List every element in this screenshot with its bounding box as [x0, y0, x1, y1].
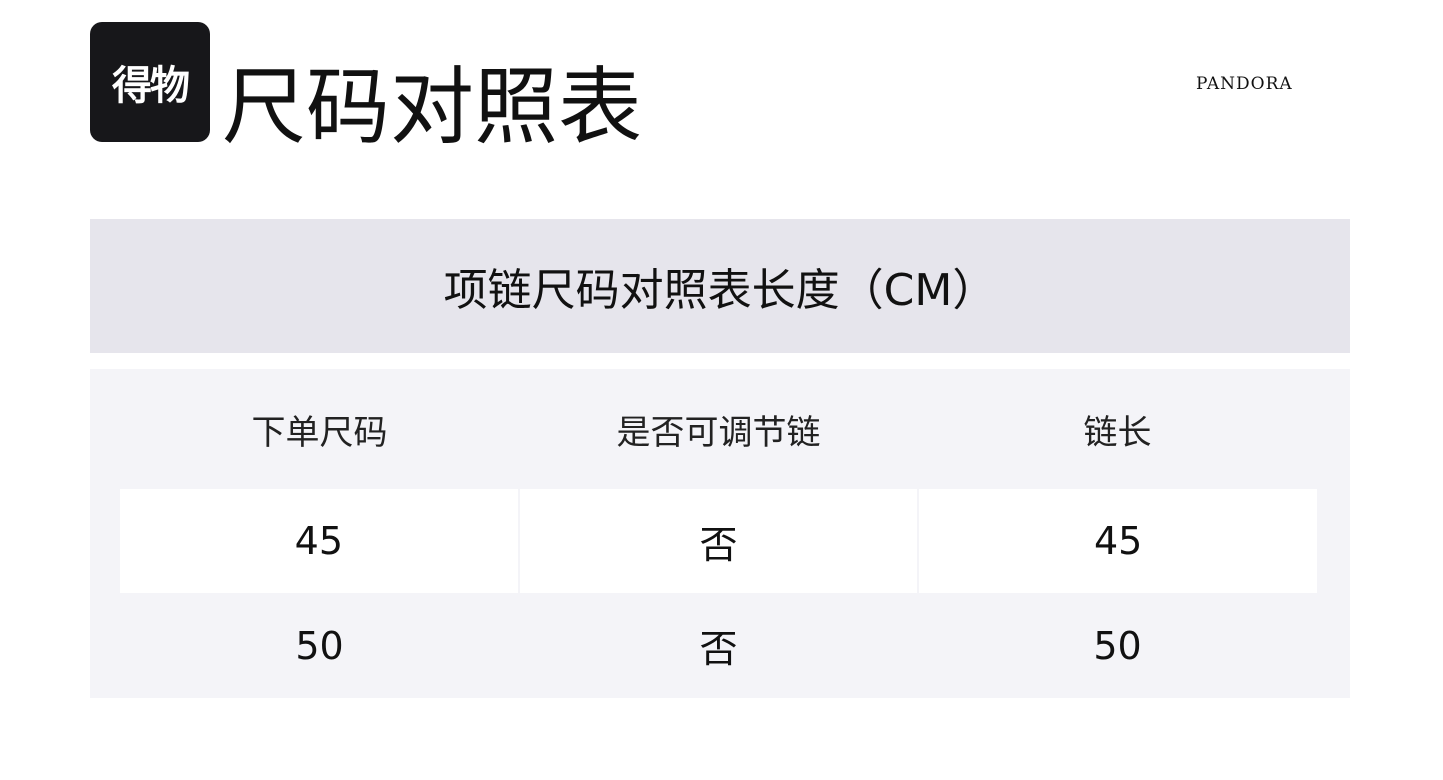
table-cell: 45 — [919, 489, 1318, 593]
logo-text: 得物 — [112, 63, 190, 109]
column-header: 链长 — [1083, 412, 1152, 453]
table-row: 45 否 45 — [120, 489, 1318, 593]
table-cell: 50 — [295, 623, 344, 668]
dewu-logo: 得物 — [90, 22, 210, 142]
size-table: 下单尺码 是否可调节链 链长 45 否 45 50 否 50 — [90, 369, 1350, 698]
table-cell: 50 — [1093, 623, 1142, 668]
table-row: 50 否 50 — [120, 593, 1317, 698]
table-cell: 45 — [120, 489, 520, 593]
page-title: 尺码对照表 — [222, 58, 643, 156]
table-cell: 否 — [519, 489, 920, 593]
table-cell: 否 — [699, 627, 738, 671]
column-header: 下单尺码 — [251, 412, 388, 453]
column-header: 是否可调节链 — [616, 412, 821, 453]
table-header-row: 下单尺码 是否可调节链 链长 — [120, 369, 1317, 489]
section-title: 项链尺码对照表长度（CM） — [90, 219, 1350, 353]
brand-logo: PANDORA — [1196, 74, 1293, 94]
